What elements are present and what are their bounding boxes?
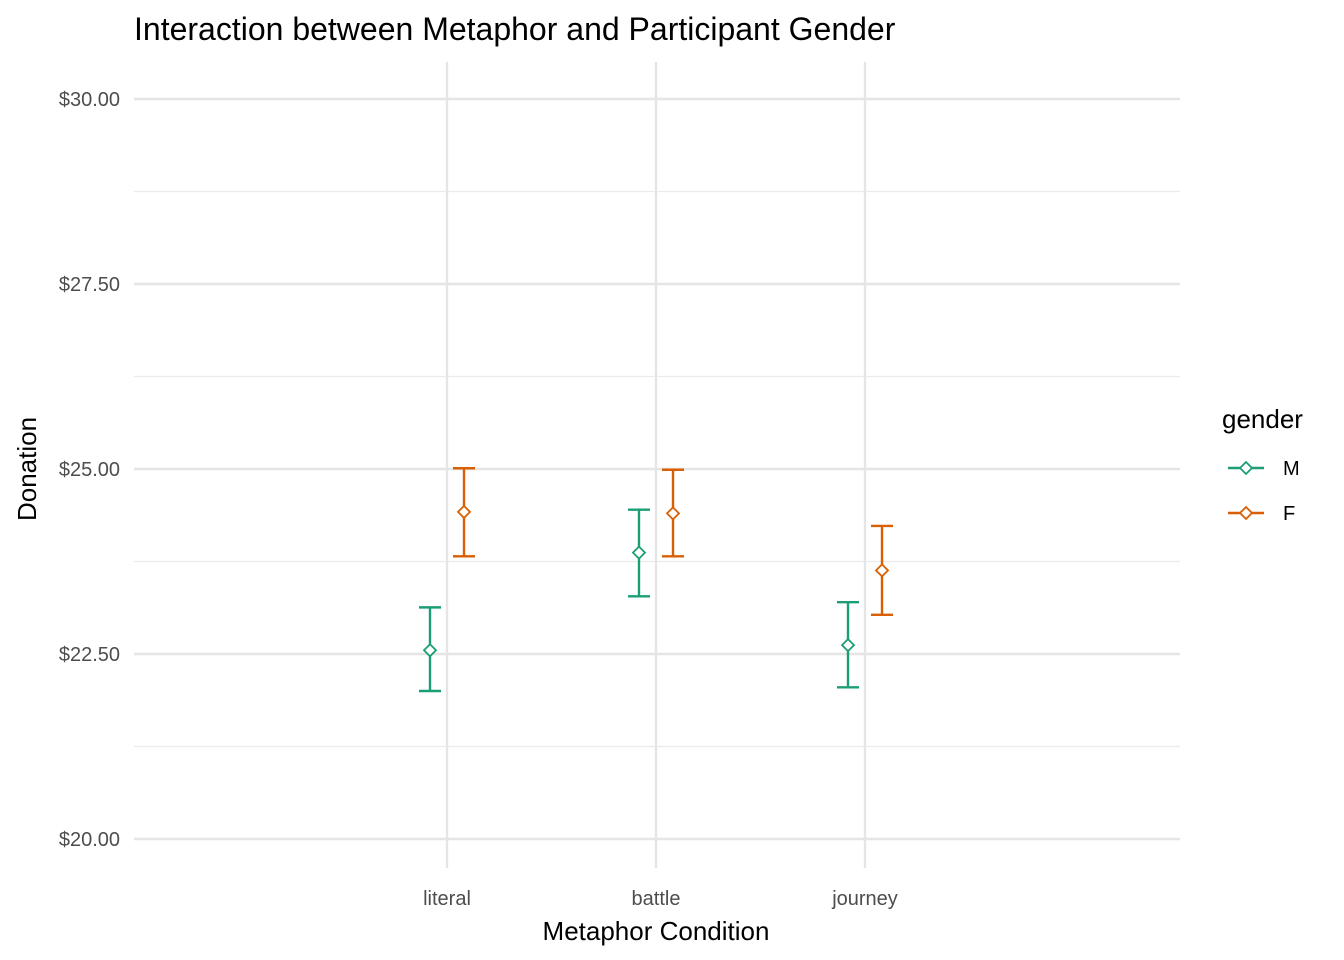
legend-key-marker	[1238, 460, 1254, 476]
y-tick-label: $25.00	[59, 459, 120, 481]
data-point	[840, 637, 856, 653]
x-axis-title: Metaphor Condition	[543, 916, 770, 946]
y-tick-label: $30.00	[59, 89, 120, 111]
legend: gender M F	[1222, 404, 1303, 525]
legend-key-F: F	[1228, 503, 1295, 525]
x-tick-label: literal	[423, 888, 471, 910]
x-axis-ticks: literal battle journey	[423, 888, 898, 910]
legend-label: F	[1283, 503, 1295, 525]
legend-key-M: M	[1228, 458, 1300, 480]
data-point	[874, 563, 890, 578]
y-axis-title: Donation	[12, 417, 42, 521]
y-tick-label: $27.50	[59, 274, 120, 296]
chart-title: Interaction between Metaphor and Partici…	[134, 11, 896, 47]
legend-label: M	[1283, 458, 1300, 480]
major-gridlines	[134, 62, 1180, 868]
x-tick-label: journey	[831, 888, 898, 910]
data-marks	[419, 467, 893, 693]
y-axis-ticks: $20.00 $22.50 $25.00 $27.50 $30.00	[59, 89, 120, 851]
x-tick-label: battle	[632, 888, 681, 910]
data-point	[665, 506, 681, 521]
y-tick-label: $20.00	[59, 829, 120, 851]
data-point	[422, 643, 438, 658]
legend-title: gender	[1222, 404, 1303, 434]
legend-key-marker	[1238, 505, 1254, 521]
series-F	[453, 467, 893, 616]
y-tick-label: $22.50	[59, 644, 120, 666]
data-point	[631, 545, 647, 560]
data-point	[456, 504, 472, 520]
series-M	[419, 508, 859, 693]
